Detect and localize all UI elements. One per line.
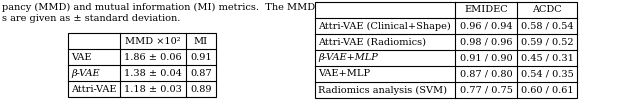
Text: MMD ×10²: MMD ×10²: [125, 37, 180, 46]
Text: 0.54 / 0.35: 0.54 / 0.35: [520, 69, 573, 78]
Text: 1.86 ± 0.06: 1.86 ± 0.06: [124, 53, 182, 61]
Text: Attri-VAE (Clinical+Shape): Attri-VAE (Clinical+Shape): [318, 21, 451, 31]
Text: 1.38 ± 0.04: 1.38 ± 0.04: [124, 68, 182, 77]
Bar: [315, 2, 577, 98]
Text: 0.87 / 0.80: 0.87 / 0.80: [460, 69, 512, 78]
Text: 1.18 ± 0.03: 1.18 ± 0.03: [124, 84, 182, 93]
Text: Attri-VAE (Radiomics): Attri-VAE (Radiomics): [318, 38, 426, 47]
Text: 0.87: 0.87: [190, 68, 212, 77]
Text: 0.96 / 0.94: 0.96 / 0.94: [460, 22, 512, 31]
Text: β-VAE: β-VAE: [71, 68, 100, 77]
Text: VAE: VAE: [71, 53, 92, 61]
Text: 0.58 / 0.54: 0.58 / 0.54: [521, 22, 573, 31]
Text: Radiomics analysis (SVM): Radiomics analysis (SVM): [318, 85, 447, 95]
Text: 0.89: 0.89: [190, 84, 212, 93]
Text: 0.45 / 0.31: 0.45 / 0.31: [520, 54, 573, 62]
Text: 0.91 / 0.90: 0.91 / 0.90: [460, 54, 512, 62]
Text: s are given as ± standard deviation.: s are given as ± standard deviation.: [2, 14, 180, 23]
Text: 0.77 / 0.75: 0.77 / 0.75: [460, 85, 513, 94]
Text: ACDC: ACDC: [532, 6, 562, 15]
Text: pancy (MMD) and mutual information (MI) metrics.  The MMD: pancy (MMD) and mutual information (MI) …: [2, 3, 315, 12]
Text: EMIDEC: EMIDEC: [464, 6, 508, 15]
Text: Attri-VAE: Attri-VAE: [71, 84, 116, 93]
Text: 0.91: 0.91: [190, 53, 212, 61]
Bar: [68, 33, 216, 97]
Text: MI: MI: [194, 37, 208, 46]
Text: 0.98 / 0.96: 0.98 / 0.96: [460, 38, 512, 47]
Text: 0.59 / 0.52: 0.59 / 0.52: [521, 38, 573, 47]
Text: VAE+MLP: VAE+MLP: [318, 69, 370, 78]
Text: 0.60 / 0.61: 0.60 / 0.61: [521, 85, 573, 94]
Text: β-VAE+MLP: β-VAE+MLP: [318, 54, 378, 62]
